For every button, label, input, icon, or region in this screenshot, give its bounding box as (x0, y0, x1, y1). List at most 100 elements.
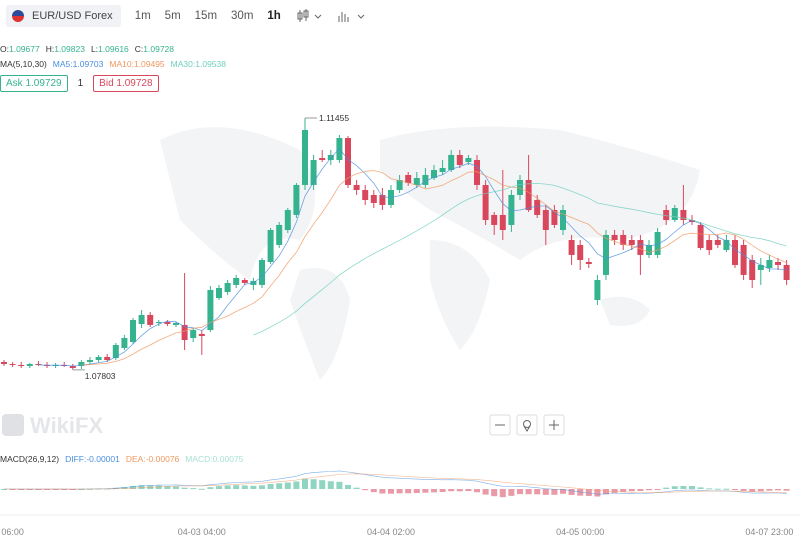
candle-body (9, 364, 16, 365)
macd-bar (611, 489, 618, 493)
macd-bar (164, 486, 171, 489)
macd-bar (525, 489, 532, 495)
candles (1, 118, 790, 370)
macd-bar (207, 487, 214, 489)
candle-body (732, 240, 738, 265)
macd-bar (723, 488, 730, 490)
candle-body (319, 158, 326, 160)
candle-body (517, 180, 523, 195)
candle-body (405, 174, 412, 183)
candle-body (181, 324, 188, 340)
candle-body (439, 168, 446, 172)
candle-body (740, 244, 747, 275)
ohlc-item-value: 1.09728 (143, 44, 175, 54)
macd-bar (284, 482, 291, 489)
macd-bar (594, 489, 601, 497)
candle-body (1, 362, 7, 364)
candle-body (611, 234, 618, 240)
candle-body (766, 260, 773, 268)
macd-bar (689, 486, 695, 489)
macd-bar (585, 489, 592, 496)
macd-bar (663, 487, 670, 489)
candle-body (26, 364, 33, 366)
candle-body (542, 210, 549, 230)
ask-button[interactable]: Ask 1.09729 (0, 75, 68, 92)
ma-title: MA(5,10,30) (0, 59, 47, 69)
candle-body (654, 232, 661, 255)
macd-bar (517, 489, 523, 495)
macd-item: MACD:0.00075 (185, 454, 243, 464)
timeframe[interactable]: 15m (194, 10, 218, 22)
candle-body (216, 288, 222, 298)
macd-bar (44, 489, 50, 490)
ohlc-item: O:1.09677 (0, 44, 40, 54)
watermark-logo (2, 414, 24, 436)
macd-bar (732, 489, 738, 490)
candle-body (112, 344, 119, 358)
macd-item-value: 0.00075 (212, 454, 244, 464)
candle-body (474, 160, 480, 185)
world-map (160, 126, 700, 380)
candle-body (173, 322, 179, 325)
bid-button[interactable]: Bid 1.09728 (93, 75, 159, 92)
candle-body (465, 158, 472, 162)
macd-bar (646, 489, 652, 491)
macd-bar (783, 489, 790, 491)
candle-body (207, 290, 214, 330)
candle-body (422, 174, 429, 185)
macd-bar (26, 489, 33, 490)
macd-bar (327, 481, 334, 489)
timeframe[interactable]: 1h (267, 10, 281, 22)
macd-bar (18, 489, 25, 490)
candle-body (224, 282, 231, 292)
candle-body (87, 360, 93, 362)
macd-bar (551, 489, 558, 495)
macd-item-label: DEA: (125, 454, 146, 464)
ma-item-value: 1.09538 (195, 59, 226, 69)
candle-body (714, 240, 721, 245)
macd-bar (61, 489, 68, 490)
candle-body (259, 260, 265, 285)
timeframe[interactable]: 5m (164, 10, 181, 22)
candle-body (706, 240, 713, 250)
macd-panel (1, 470, 790, 498)
candle-body (95, 356, 102, 360)
candle-body (104, 356, 111, 360)
macd-bar (766, 489, 773, 491)
candle-body (620, 234, 627, 245)
macd-bar (379, 489, 386, 494)
macd-bar (413, 489, 420, 494)
macd-bar (362, 489, 369, 491)
macd-bar (216, 486, 222, 489)
macd-bar (293, 481, 300, 489)
ma-item-label: MA10: (109, 59, 134, 69)
ohlc-item-label: C: (134, 44, 144, 54)
ask-label: Ask (6, 78, 23, 89)
macd-bar (499, 489, 506, 498)
zoom-controls (489, 414, 565, 436)
timeframe[interactable]: 1m (134, 10, 151, 22)
macd-bar (448, 489, 455, 492)
symbol-selector[interactable]: EUR/USD Forex (6, 5, 121, 27)
timeframe[interactable]: 30m (231, 10, 254, 22)
candle-body (164, 322, 171, 324)
macd-bar (319, 480, 326, 489)
ma-item: MA10:1.09495 (109, 59, 164, 69)
candle-body (155, 322, 162, 323)
candle-body (198, 334, 205, 336)
locate[interactable] (516, 414, 538, 436)
macd-bar (396, 489, 403, 494)
candle-body (577, 244, 584, 260)
ohlc-item-label: H: (45, 44, 55, 54)
macd-bar (173, 486, 179, 489)
toolbar-icons[interactable] (295, 6, 375, 26)
macd-bar (241, 485, 248, 489)
candle-body (302, 130, 308, 185)
macd-bar (740, 489, 747, 491)
candle-body (284, 210, 291, 230)
candle-body (680, 210, 687, 220)
macd-bar (620, 489, 627, 492)
candle-body (491, 214, 498, 225)
candle-body (775, 262, 781, 265)
ohlc-item-label: L: (90, 44, 99, 54)
